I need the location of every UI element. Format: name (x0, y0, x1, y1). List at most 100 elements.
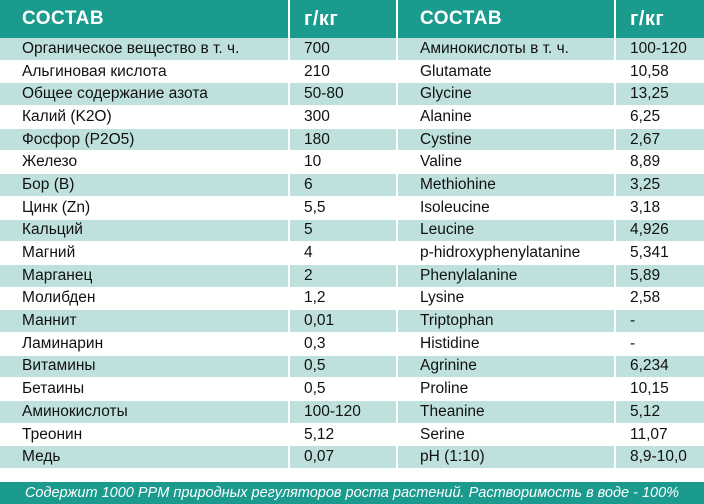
amino-acid-value: - (616, 310, 704, 333)
component-name: Бетаины (0, 378, 290, 401)
component-value: 5 (290, 219, 398, 243)
component-name: Альгиновая кислота (0, 60, 290, 84)
component-value: 0,5 (290, 378, 398, 401)
table-row: Медь 0,07 pH (1:10) 8,9-10,0 (0, 446, 704, 470)
component-name: Аминокислоты (0, 401, 290, 424)
table-row: Витамины 0,5 Agrinine 6,234 (0, 355, 704, 379)
table-row: Кальций 5 Leucine 4,926 (0, 219, 704, 243)
component-value: 210 (290, 60, 398, 84)
component-name: Общее содержание азота (0, 83, 290, 107)
amino-acid-value: 6,25 (616, 106, 704, 129)
table-row: Магний 4 p-hidroxyphenylatanine 5,341 (0, 242, 704, 265)
component-name: Молибден (0, 287, 290, 311)
amino-acid-value: 5,12 (616, 401, 704, 424)
amino-acid-value: 10,15 (616, 378, 704, 401)
amino-acid-name: pH (1:10) (398, 446, 616, 470)
amino-acid-name: Isoleucine (398, 196, 616, 220)
amino-acid-value: 5,89 (616, 264, 704, 288)
amino-acid-name: Alanine (398, 106, 616, 129)
component-name: Магний (0, 242, 290, 265)
table-row: Железо 10 Valine 8,89 (0, 151, 704, 175)
component-name: Бор (B) (0, 174, 290, 197)
component-name: Марганец (0, 264, 290, 288)
table-row: Аминокислоты 100-120 Theanine 5,12 (0, 401, 704, 424)
amino-acid-value: 100-120 (616, 38, 704, 61)
component-name: Железо (0, 151, 290, 175)
component-value: 700 (290, 38, 398, 61)
header-unit-left: г/кг (290, 0, 398, 38)
amino-acid-name: Leucine (398, 219, 616, 243)
component-name: Кальций (0, 219, 290, 243)
component-name: Калий (K2O) (0, 106, 290, 129)
table-row: Молибден 1,2 Lysine 2,58 (0, 287, 704, 311)
table-row: Альгиновая кислота 210 Glutamate 10,58 (0, 60, 704, 84)
amino-acid-value: 4,926 (616, 219, 704, 243)
amino-acid-name: Valine (398, 151, 616, 175)
amino-acid-value: 5,341 (616, 242, 704, 265)
table-row: Маннит 0,01 Triptophan - (0, 310, 704, 333)
amino-acid-name: Triptophan (398, 310, 616, 333)
amino-acid-name: Proline (398, 378, 616, 401)
amino-acid-name: Histidine (398, 332, 616, 356)
component-value: 100-120 (290, 401, 398, 424)
component-value: 4 (290, 242, 398, 265)
amino-acid-name: Glycine (398, 83, 616, 107)
amino-acid-value: 3,18 (616, 196, 704, 220)
amino-acid-value: 8,89 (616, 151, 704, 175)
table-row: Цинк (Zn) 5,5 Isoleucine 3,18 (0, 196, 704, 220)
amino-acid-name: Аминокислоты в т. ч. (398, 38, 616, 61)
footer-note: Содержит 1000 PPM природных регуляторов … (0, 482, 704, 504)
table-row: Бор (B) 6 Methiohine 3,25 (0, 174, 704, 197)
component-value: 0,01 (290, 310, 398, 333)
component-value: 180 (290, 128, 398, 152)
component-name: Ламинарин (0, 332, 290, 356)
component-name: Маннит (0, 310, 290, 333)
amino-acid-name: Theanine (398, 401, 616, 424)
amino-acid-name: Lysine (398, 287, 616, 311)
table-row: Марганец 2 Phenylalanine 5,89 (0, 264, 704, 288)
amino-acid-name: Agrinine (398, 355, 616, 379)
component-name: Фосфор (P2O5) (0, 128, 290, 152)
component-name: Медь (0, 446, 290, 470)
component-value: 10 (290, 151, 398, 175)
component-value: 5,12 (290, 423, 398, 447)
component-name: Цинк (Zn) (0, 196, 290, 220)
component-value: 2 (290, 264, 398, 288)
amino-acid-value: 13,25 (616, 83, 704, 107)
component-value: 0,07 (290, 446, 398, 470)
amino-acid-value: 2,67 (616, 128, 704, 152)
amino-acid-value: 11,07 (616, 423, 704, 447)
component-name: Витамины (0, 355, 290, 379)
component-value: 300 (290, 106, 398, 129)
component-value: 0,5 (290, 355, 398, 379)
component-value: 0,3 (290, 332, 398, 356)
table-row: Бетаины 0,5 Proline 10,15 (0, 378, 704, 401)
amino-acid-name: Phenylalanine (398, 264, 616, 288)
amino-acid-name: Methiohine (398, 174, 616, 197)
amino-acid-value: 3,25 (616, 174, 704, 197)
component-value: 6 (290, 174, 398, 197)
amino-acid-value: 10,58 (616, 60, 704, 84)
table-row: Ламинарин 0,3 Histidine - (0, 332, 704, 356)
amino-acid-value: - (616, 332, 704, 356)
table-row: Общее содержание азота 50-80 Glycine 13,… (0, 83, 704, 107)
component-name: Треонин (0, 423, 290, 447)
header-unit-right: г/кг (616, 0, 704, 38)
component-value: 50-80 (290, 83, 398, 107)
table-row: Фосфор (P2O5) 180 Cystine 2,67 (0, 128, 704, 152)
table-row: Калий (K2O) 300 Alanine 6,25 (0, 106, 704, 129)
header-composition-left: СОСТАВ (0, 0, 290, 38)
table-row: Треонин 5,12 Serine 11,07 (0, 423, 704, 447)
amino-acid-name: Glutamate (398, 60, 616, 84)
component-value: 5,5 (290, 196, 398, 220)
table-row: Органическое вещество в т. ч. 700 Аминок… (0, 38, 704, 61)
table-header-row: СОСТАВ г/кг СОСТАВ г/кг (0, 0, 704, 38)
amino-acid-name: Cystine (398, 128, 616, 152)
component-name: Органическое вещество в т. ч. (0, 38, 290, 61)
amino-acid-name: p-hidroxyphenylatanine (398, 242, 616, 265)
amino-acid-value: 8,9-10,0 (616, 446, 704, 470)
composition-table: СОСТАВ г/кг СОСТАВ г/кг Органическое вещ… (0, 0, 704, 470)
component-value: 1,2 (290, 287, 398, 311)
header-composition-right: СОСТАВ (398, 0, 616, 38)
